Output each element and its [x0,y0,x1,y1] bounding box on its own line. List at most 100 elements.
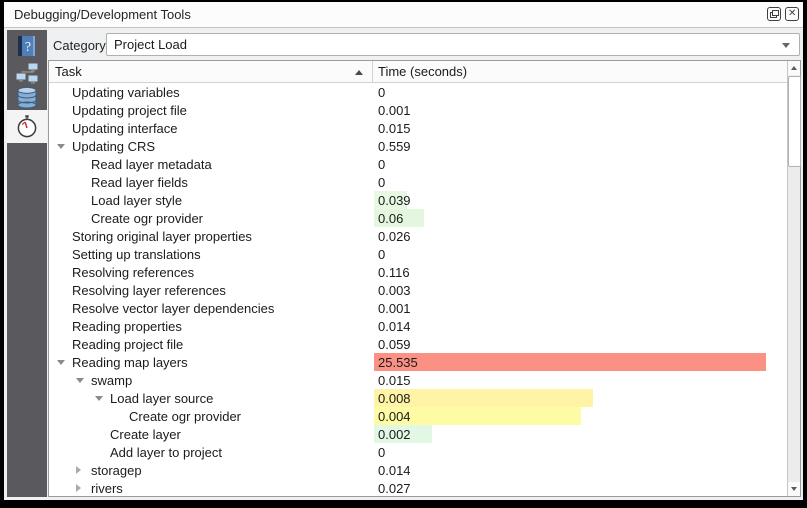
table-row[interactable]: Read layer fields 0 [49,173,787,191]
table-row[interactable]: Reading properties 0.014 [49,317,787,335]
table-header: Task Time (seconds) [49,61,800,83]
time-value: 0.004 [378,409,411,424]
panel-title: Debugging/Development Tools [14,7,191,22]
table-row[interactable]: Updating CRS 0.559 [49,137,787,155]
table-row[interactable]: Setting up translations 0 [49,245,787,263]
table-row[interactable]: storagep 0.014 [49,461,787,479]
time-value: 0.001 [378,103,411,118]
task-label: rivers [91,481,123,496]
task-label: Add layer to project [110,445,223,460]
table-row[interactable]: Load layer source 0.008 [49,389,787,407]
table-row[interactable]: Storing original layer properties 0.026 [49,227,787,245]
task-label: Updating variables [72,85,180,100]
task-label: Updating project file [72,103,187,118]
column-header-task[interactable]: Task [55,64,82,79]
panel-titlebar: Debugging/Development Tools [4,2,803,28]
collapse-arrow-icon[interactable] [57,144,65,149]
table-row[interactable]: Updating interface 0.015 [49,119,787,137]
time-value: 25.535 [378,355,418,370]
table-row[interactable]: swamp 0.015 [49,371,787,389]
category-label: Category [53,38,106,53]
table-row[interactable]: Resolve vector layer dependencies 0.001 [49,299,787,317]
task-label: Load layer style [91,193,183,208]
expand-arrow-icon[interactable] [76,484,81,492]
svg-text:?: ? [25,40,31,55]
scroll-down-icon[interactable] [788,482,800,496]
task-label: Storing original layer properties [72,229,252,244]
task-label: Load layer source [110,391,214,406]
table-row[interactable]: Resolving layer references 0.003 [49,281,787,299]
time-value: 0.015 [378,373,411,388]
tree-body: Updating variables 0 Updating project file… [49,83,787,496]
devtools-tab-bar: ? [7,30,47,497]
task-label: Read layer fields [91,175,188,190]
column-divider[interactable] [372,61,373,83]
expand-arrow-icon[interactable] [76,466,81,474]
time-bar [374,353,766,371]
task-label: Reading map layers [72,355,188,370]
column-header-time[interactable]: Time (seconds) [378,64,468,79]
table-row[interactable]: Updating project file 0.001 [49,101,787,119]
float-icon[interactable] [767,7,781,21]
scroll-up-icon[interactable] [788,61,800,75]
time-value: 0.001 [378,301,411,316]
time-bar [374,209,424,227]
time-value: 0.116 [378,265,410,280]
table-row[interactable]: Load layer style 0.039 [49,191,787,209]
time-value: 0.027 [378,481,411,496]
stopwatch-icon [17,114,37,137]
table-row[interactable]: Read layer metadata 0 [49,155,787,173]
time-value: 0.06 [378,211,404,226]
time-value: 0 [378,85,386,100]
profiler-tree-table: Task Time (seconds) Updating variables 0 U… [48,60,801,497]
task-label: Create ogr provider [129,409,241,424]
time-value: 0.003 [378,283,411,298]
time-value: 0.015 [378,121,411,136]
sidebar-item-network-logger[interactable] [7,60,47,86]
task-label: Setting up translations [72,247,201,262]
time-value: 0.039 [378,193,411,208]
database-icon [17,86,37,109]
category-dropdown-value: Project Load [114,37,187,52]
task-label: Reading properties [72,319,182,334]
time-value: 0.059 [378,337,411,352]
task-label: storagep [91,463,142,478]
table-row[interactable]: Add layer to project 0 [49,443,787,461]
task-label: Resolving references [72,265,195,280]
scrollbar-thumb[interactable] [788,76,801,167]
close-icon[interactable] [785,7,799,21]
sidebar-item-query-logger[interactable] [7,85,47,111]
table-row[interactable]: Resolving references 0.116 [49,263,787,281]
time-value: 0.014 [378,319,411,334]
table-row[interactable]: Create layer 0.002 [49,425,787,443]
collapse-arrow-icon[interactable] [95,396,103,401]
chevron-down-icon [782,43,790,48]
collapse-arrow-icon[interactable] [57,360,65,365]
table-row[interactable]: Reading map layers 25.535 [49,353,787,371]
sidebar-item-profiler[interactable] [7,110,47,143]
time-bar [374,425,432,443]
time-bar [374,389,593,407]
time-value: 0.559 [378,139,411,154]
category-dropdown[interactable]: Project Load [106,33,800,56]
help-book-icon: ? [18,36,35,56]
time-value: 0.014 [378,463,411,478]
task-label: Updating interface [72,121,178,136]
table-row[interactable]: Create ogr provider 0.06 [49,209,787,227]
time-value: 0.008 [378,391,411,406]
debugging-tools-panel: Debugging/Development Tools ? [4,2,803,500]
table-row[interactable]: Updating variables 0 [49,83,787,101]
table-row[interactable]: Reading project file 0.059 [49,335,787,353]
collapse-arrow-icon[interactable] [76,378,84,383]
vertical-scrollbar[interactable] [787,61,801,496]
time-value: 0 [378,247,386,262]
sidebar-item-help[interactable]: ? [7,33,47,59]
task-label: Resolving layer references [72,283,226,298]
time-value: 0 [378,157,386,172]
task-label: Read layer metadata [91,157,212,172]
time-value: 0.026 [378,229,411,244]
table-row[interactable]: rivers 0.027 [49,479,787,496]
task-label: Resolve vector layer dependencies [72,301,275,316]
table-row[interactable]: Create ogr provider 0.004 [49,407,787,425]
time-value: 0 [378,445,386,460]
